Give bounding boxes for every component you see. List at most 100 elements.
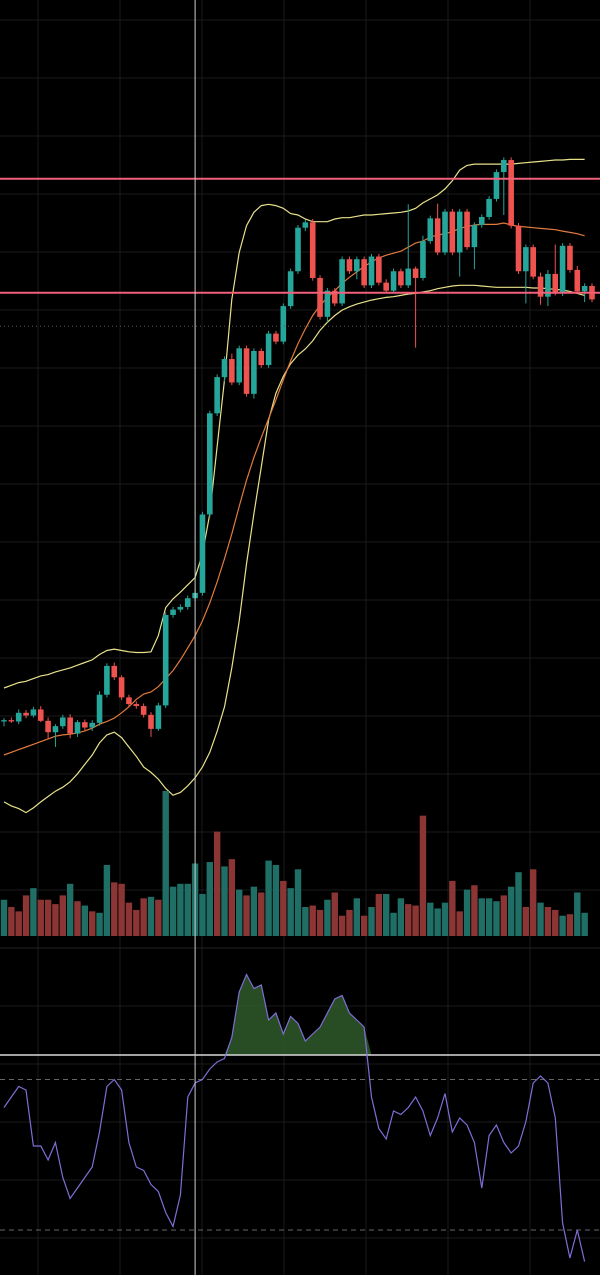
- candle-body: [207, 413, 213, 515]
- volume-bar: [471, 885, 478, 936]
- candle-body: [258, 350, 265, 366]
- candle-body: [368, 256, 375, 286]
- volume-bar: [360, 915, 368, 936]
- volume-bar: [206, 862, 213, 936]
- volume-bar: [213, 831, 221, 936]
- candle-body: [15, 712, 22, 722]
- candle-body: [236, 348, 242, 383]
- candle-body: [434, 218, 441, 253]
- candle-body: [214, 377, 220, 414]
- volume-bar: [316, 909, 324, 936]
- candle-body: [559, 245, 566, 294]
- candle-body: [361, 259, 367, 286]
- volume-bar: [0, 899, 8, 936]
- volume-bar: [221, 866, 228, 936]
- candle-body: [170, 609, 176, 615]
- volume-bar: [405, 904, 412, 936]
- volume-bar: [103, 864, 111, 936]
- candle-body: [243, 348, 250, 394]
- volume-bar: [441, 902, 449, 936]
- volume-bar: [184, 883, 191, 936]
- volume-bar: [507, 886, 515, 936]
- volume-bar: [111, 882, 118, 936]
- candle-body: [37, 709, 44, 721]
- candle-body: [530, 247, 536, 277]
- volume-bar: [155, 899, 162, 936]
- volume-bar: [258, 892, 265, 936]
- volume-bar: [74, 901, 81, 936]
- candle-body: [405, 268, 412, 286]
- candle-body: [162, 614, 169, 706]
- volume-panel[interactable]: [0, 791, 588, 936]
- volume-bar: [37, 899, 44, 936]
- candle-body: [478, 216, 485, 226]
- volume-bar: [331, 892, 338, 936]
- volume-bar: [147, 896, 155, 936]
- candle-body: [155, 705, 162, 729]
- volume-bar: [581, 912, 588, 936]
- candle-body: [390, 271, 397, 291]
- volume-bar: [272, 864, 280, 936]
- candle-body: [74, 722, 81, 734]
- candle-body: [412, 268, 419, 278]
- candle-body: [456, 211, 463, 253]
- volume-bar: [566, 914, 574, 936]
- volume-bar: [346, 909, 353, 936]
- volume-bar: [133, 909, 140, 936]
- volume-bar: [412, 905, 419, 936]
- candle-body: [545, 273, 551, 297]
- volume-bar: [236, 889, 243, 936]
- volume-bar: [30, 888, 37, 936]
- candle-body: [302, 222, 309, 228]
- candle-body: [251, 350, 257, 394]
- candle-body: [177, 606, 184, 610]
- volume-bar: [434, 908, 441, 936]
- volume-bar: [280, 880, 287, 936]
- volume-bar: [199, 893, 206, 936]
- candle-body: [574, 269, 581, 292]
- volume-bar: [243, 895, 250, 936]
- candle-body: [287, 271, 294, 307]
- volume-bar: [66, 883, 74, 936]
- volume-bar: [456, 911, 463, 936]
- rsi-overbought-fill: [4, 974, 585, 1055]
- candle-body: [486, 198, 492, 217]
- volume-bar: [177, 883, 184, 936]
- volume-bar: [383, 893, 390, 936]
- candle-body: [339, 259, 345, 304]
- candle-body: [265, 333, 272, 366]
- volume-bar: [537, 902, 544, 936]
- price-panel[interactable]: [0, 157, 600, 814]
- candle-body: [324, 290, 331, 317]
- candle-body: [346, 259, 353, 272]
- candle-body: [420, 241, 426, 278]
- volume-bar: [493, 901, 500, 936]
- rsi-panel[interactable]: [0, 973, 600, 1262]
- candle-body: [52, 726, 59, 733]
- bollinger-lower-line: [3, 284, 585, 814]
- volume-bar: [522, 907, 530, 936]
- volume-bar: [118, 883, 125, 936]
- volume-bar: [427, 902, 434, 936]
- volume-bar: [125, 902, 133, 936]
- candle-body: [118, 677, 125, 698]
- candle-body: [140, 706, 147, 715]
- candle-body: [280, 306, 287, 342]
- volume-bar: [375, 893, 383, 936]
- volume-bar: [574, 892, 581, 936]
- volume-bar: [8, 907, 15, 936]
- candle-body: [515, 225, 522, 272]
- volume-bar: [368, 907, 375, 936]
- candle-body: [67, 717, 73, 734]
- candle-body: [1, 720, 7, 722]
- candle-body: [126, 697, 132, 705]
- volume-bar: [544, 907, 552, 936]
- volume-bar: [140, 898, 147, 936]
- candle-body: [567, 245, 573, 270]
- volume-bar: [294, 869, 302, 936]
- candle-body: [221, 359, 228, 378]
- volume-bar: [250, 886, 258, 936]
- candle-body: [523, 247, 529, 272]
